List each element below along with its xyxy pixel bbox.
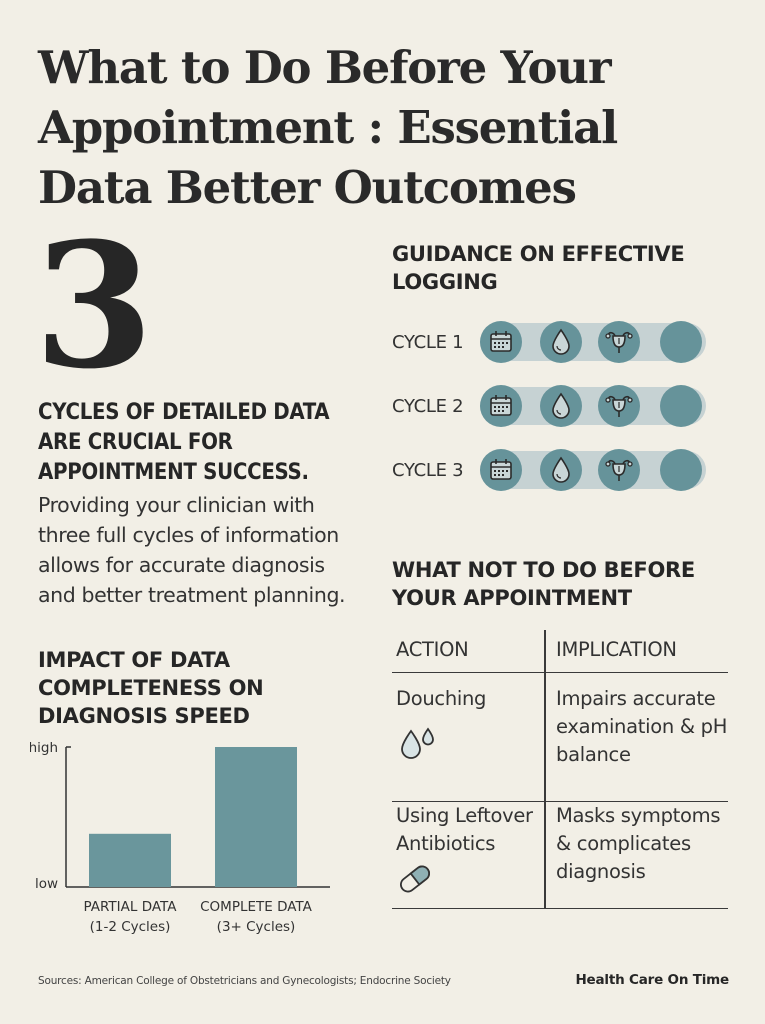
calendar-icon: [480, 321, 522, 363]
cycle-dot: [660, 321, 702, 363]
logging-heading: GUIDANCE ON EFFECTIVE LOGGING: [392, 242, 685, 294]
table-divider: [544, 630, 546, 908]
uterus-icon: [598, 321, 640, 363]
cycle-label: CYCLE 3: [392, 460, 464, 481]
y-tick-label: high: [30, 740, 58, 756]
action-cell: Douching: [396, 687, 487, 710]
bar: [215, 747, 297, 887]
cycle-track: [480, 321, 706, 363]
uterus-icon: [598, 449, 640, 491]
table-row: Douching Impairs accurate examination & …: [392, 673, 728, 802]
cycle-dot: [660, 385, 702, 427]
not-to-do-heading: WHAT NOT TO DO BEFORE YOUR APPOINTMENT: [392, 558, 695, 610]
droplet-icon: [540, 449, 582, 491]
implication-cell: Impairs accurate examination & pH balanc…: [556, 687, 728, 766]
stat-number: 3: [34, 204, 154, 407]
uterus-icon: [598, 385, 640, 427]
table-row: Using Leftover Antibiotics Masks symptom…: [392, 802, 728, 909]
y-tick-label: low: [35, 876, 58, 892]
cycle-track: [480, 385, 706, 427]
table-header-row: ACTION IMPLICATION: [392, 630, 728, 673]
stat-body: Providing your clinician with three full…: [38, 493, 346, 607]
brand-name: Health Care On Time: [575, 972, 729, 988]
column-header-action: ACTION: [396, 638, 469, 661]
cycle-track: [480, 449, 706, 491]
action-cell: Using Leftover Antibiotics: [396, 804, 533, 855]
cycle-dot: [660, 449, 702, 491]
x-tick-label: PARTIAL DATA (1-2 Cycles): [83, 899, 177, 935]
page-title: What to Do Before Your Appointment : Ess…: [38, 41, 618, 214]
column-header-implication: IMPLICATION: [556, 638, 677, 661]
calendar-icon: [480, 385, 522, 427]
cycle-label: CYCLE 2: [392, 396, 464, 417]
cycle-label: CYCLE 1: [392, 332, 464, 353]
chart-canvas: low high: [30, 740, 330, 892]
pill-icon: [396, 862, 434, 900]
droplet-icon: [540, 385, 582, 427]
x-tick-label: COMPLETE DATA (3+ Cycles): [200, 899, 312, 935]
implication-cell: Masks symptoms & complicates diagnosis: [556, 804, 721, 883]
stat-caption: CYCLES OF DETAILED DATA ARE CRUCIAL FOR …: [38, 400, 330, 485]
cycle-row: CYCLE 2: [392, 384, 722, 430]
bar-chart: low high PARTIAL DATA (1-2 Cycles) COMPLET…: [30, 735, 350, 950]
bar: [89, 833, 171, 887]
sources-footnote: Sources: American College of Obstetricia…: [38, 975, 451, 987]
calendar-icon: [480, 449, 522, 491]
droplets-icon: [398, 727, 438, 767]
chart-title: IMPACT OF DATA COMPLETENESS ON DIAGNOSIS…: [38, 648, 264, 728]
cycle-row: CYCLE 1: [392, 320, 722, 366]
cycle-row: CYCLE 3: [392, 448, 722, 494]
droplet-icon: [540, 321, 582, 363]
